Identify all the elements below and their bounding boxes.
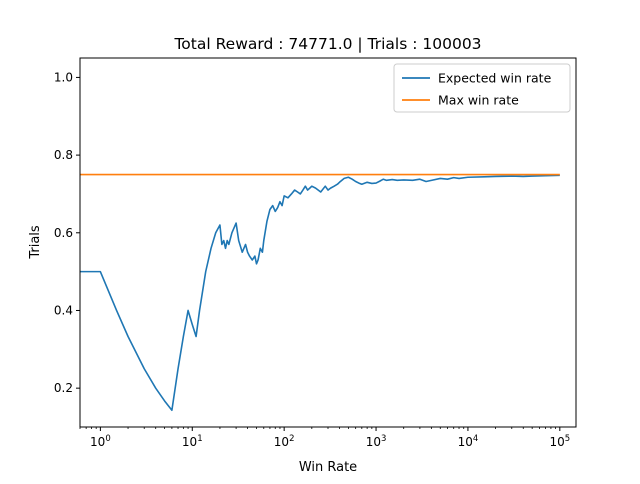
x-tick-label: 105 (549, 434, 570, 449)
y-axis-label: Trials (28, 225, 43, 260)
chart-title: Total Reward : 74771.0 | Trials : 100003 (173, 35, 481, 53)
x-tick-label: 100 (90, 434, 111, 449)
y-tick-label: 0.4 (54, 303, 73, 317)
x-tick-label: 104 (458, 434, 479, 449)
y-tick-label: 0.8 (54, 148, 73, 162)
x-axis-label: Win Rate (299, 460, 357, 475)
series-line-expected-win-rate (80, 174, 560, 412)
x-tick-label: 102 (274, 434, 295, 449)
x-axis: 100 101 102 103 104 105 (79, 427, 570, 449)
legend-box (393, 63, 571, 113)
legend: Expected win rate Max win rate (393, 63, 571, 113)
legend-label: Max win rate (438, 93, 519, 108)
y-tick-label: 0.2 (54, 381, 73, 395)
y-axis: 0.2 0.4 0.6 0.8 1.0 (54, 70, 80, 395)
x-tick-label: 101 (182, 434, 203, 449)
legend-label: Expected win rate (438, 71, 552, 86)
y-tick-label: 1.0 (54, 70, 73, 84)
y-tick-label: 0.6 (54, 226, 73, 240)
x-tick-label: 103 (366, 434, 387, 449)
